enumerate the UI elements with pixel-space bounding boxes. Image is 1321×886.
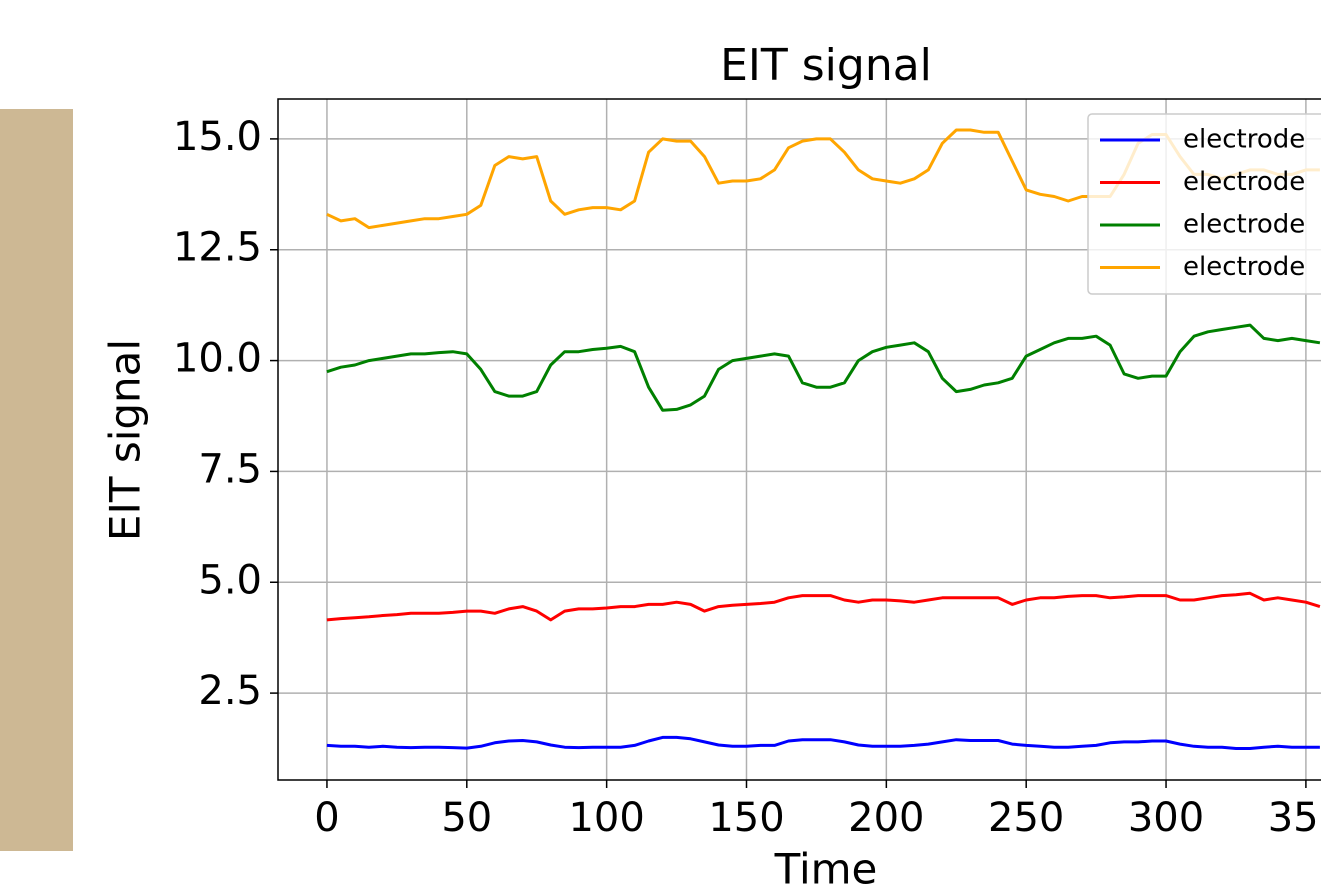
x-tick-label: 150	[708, 795, 784, 841]
plot-frame	[277, 98, 1321, 781]
y-axis-label: EIT signal	[101, 339, 150, 541]
legend-label: electrode	[1183, 210, 1305, 240]
series-line	[326, 323, 1321, 412]
y-tick-label: 12.5	[173, 225, 262, 271]
x-tick-label: 300	[1128, 795, 1204, 841]
series-line	[326, 591, 1321, 622]
y-tick-label: 5.0	[198, 557, 262, 603]
x-tick-label: 350	[1268, 795, 1321, 841]
chart-title: EIT signal	[720, 40, 932, 91]
legend-label: electrode	[1183, 167, 1305, 197]
legend-label: electrode	[1183, 252, 1305, 282]
y-tick-label: 7.5	[198, 446, 262, 492]
x-tick-label: 0	[314, 795, 339, 841]
y-tick-label: 15.0	[173, 114, 262, 160]
x-axis-label: Time	[774, 845, 878, 886]
series-line	[326, 735, 1320, 750]
x-tick-label: 50	[441, 795, 492, 841]
legend-box	[1087, 113, 1321, 295]
x-tick-label: 200	[848, 795, 924, 841]
x-tick-label: 100	[568, 795, 644, 841]
y-tick-label: 2.5	[198, 668, 262, 714]
y-tick-label: 10.0	[173, 336, 262, 382]
side-image	[0, 109, 73, 851]
legend-label: electrode	[1183, 125, 1305, 155]
x-tick-label: 250	[988, 795, 1064, 841]
